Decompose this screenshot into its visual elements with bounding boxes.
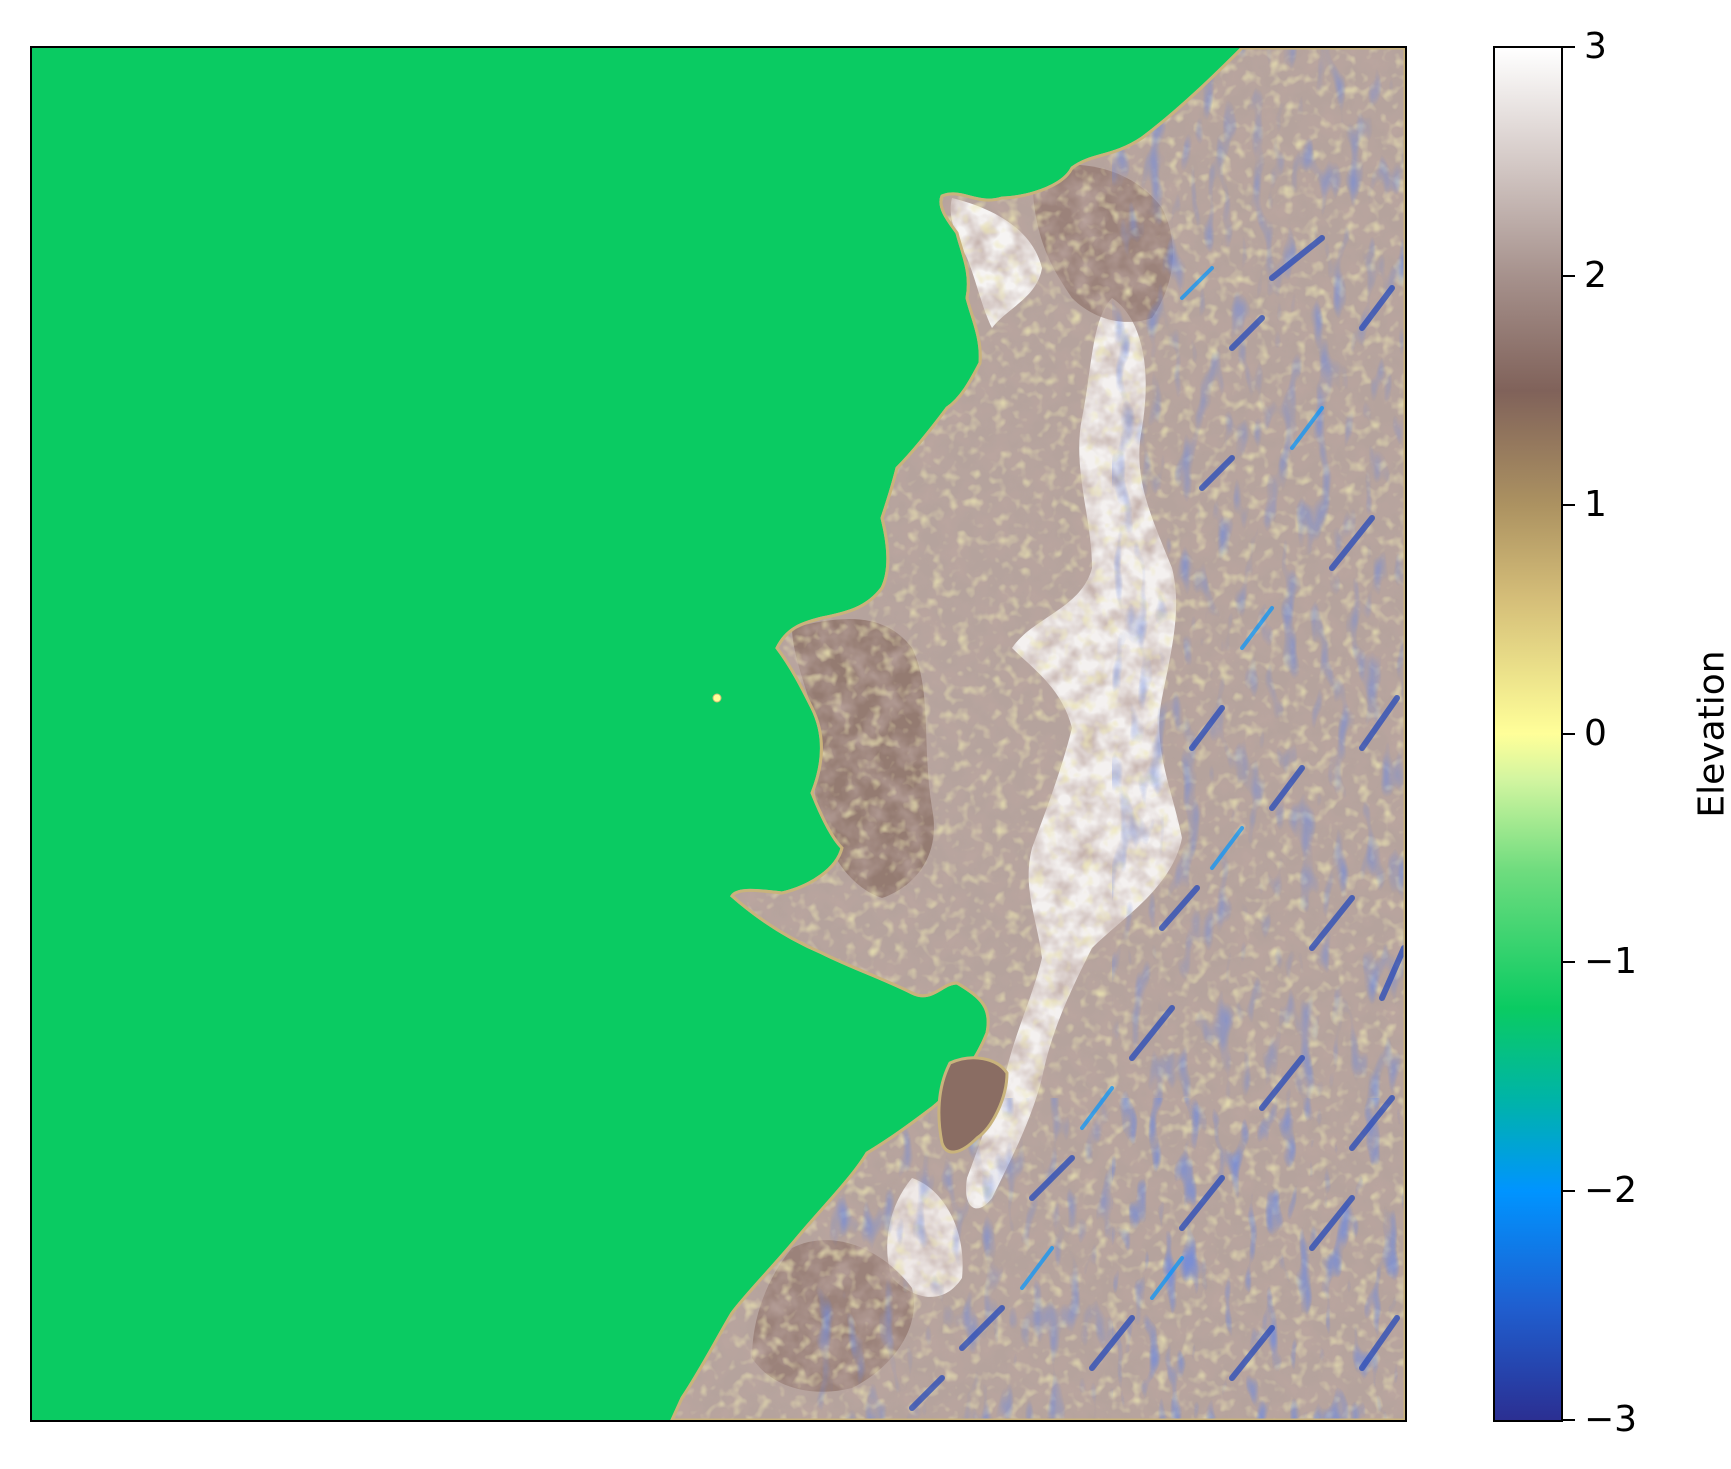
elevation-raster <box>32 48 1405 1420</box>
colorbar-tick <box>1563 503 1575 506</box>
valley-streaks <box>909 235 1405 1411</box>
colorbar-tick <box>1563 1419 1575 1421</box>
colorbar-title: Elevation <box>1691 650 1731 818</box>
elevation-map <box>30 46 1407 1422</box>
colorbar-tick-label: −3 <box>1584 1399 1638 1440</box>
colorbar-tick <box>1563 732 1575 735</box>
colorbar-tick-label: 0 <box>1584 712 1607 754</box>
colorbar-tick <box>1563 961 1575 964</box>
colorbar-tick-label: 3 <box>1584 26 1607 67</box>
colorbar-tick <box>1563 274 1575 277</box>
colorbar-tick <box>1563 1190 1575 1193</box>
eastern-valleys <box>812 48 1405 1420</box>
valley-streaks-light <box>1020 266 1324 1300</box>
colorbar-tick-label: −2 <box>1584 1170 1638 1212</box>
colorbar-tick <box>1563 46 1575 48</box>
colorbar <box>1493 46 1563 1422</box>
colorbar-tick-label: 2 <box>1584 254 1607 296</box>
colorbar-tick-label: −1 <box>1584 941 1638 983</box>
nearshore-island <box>937 1056 1009 1154</box>
colorbar-tick-label: 1 <box>1584 483 1607 525</box>
offshore-islet <box>712 693 722 703</box>
